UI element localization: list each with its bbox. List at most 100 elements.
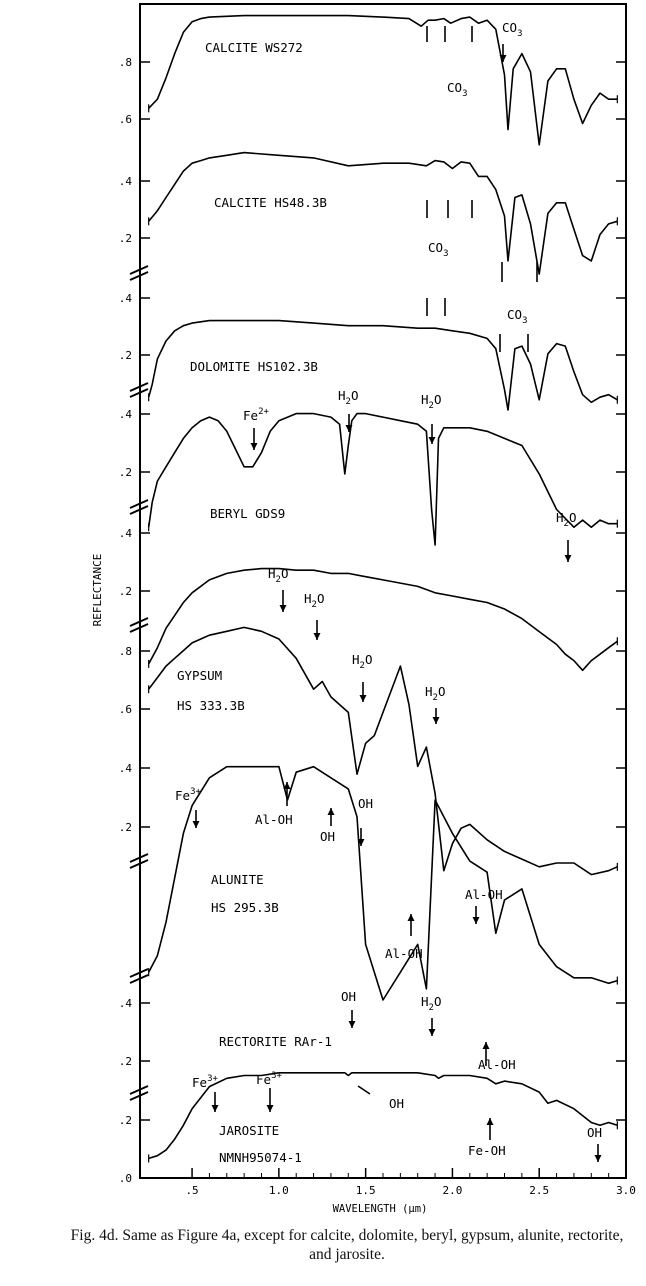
annotation-label: Fe3+: [256, 1071, 282, 1087]
spectra-chart: .6 .8 .2 .4 .2 .4 .2 .4 .2 .4 .2 .4 .6 .8 .2 .4 .0 .2 .5 1…: [91, 3, 636, 1215]
annotation-label: Fe2+: [243, 407, 269, 423]
annotation-arrowhead: [345, 425, 353, 432]
spectrum-line: [147, 567, 618, 672]
annotation-label: Fe3+: [192, 1074, 218, 1090]
spectrum-line: [147, 412, 618, 546]
annotation-arrowhead: [499, 55, 507, 62]
x-tick-label: .5: [185, 1184, 198, 1197]
annotation-label: H2O: [421, 994, 441, 1013]
panel-labels: CALCITE WS272 CALCITE HS48.3B DOLOMITE HS1…: [177, 40, 332, 1165]
annotation-label: H2O: [338, 388, 358, 407]
axis-break: [129, 617, 149, 627]
annotation-label: Al-OH: [465, 887, 503, 902]
annotation-label: Al-OH: [478, 1057, 516, 1072]
spectrum-line: [147, 319, 618, 411]
y-tick-label: .2: [119, 466, 132, 479]
figure-caption: Fig. 4d. Same as Figure 4a, except for c…: [62, 1226, 632, 1264]
axis-break: [129, 968, 149, 978]
annotation-arrowhead: [327, 808, 335, 815]
axis-break: [129, 499, 149, 509]
x-tick-label: 3.0: [616, 1184, 636, 1197]
axis-break: [129, 505, 149, 515]
annotation-label: Fe-OH: [468, 1143, 506, 1158]
y-tick-label: .2: [119, 1055, 132, 1068]
annotation-arrowhead: [594, 1155, 602, 1162]
plot-frame: [139, 3, 627, 1179]
annotation-label: H2O: [268, 566, 288, 585]
annotation-arrowhead: [432, 717, 440, 724]
annotation-arrowhead: [283, 782, 291, 789]
annotation-label: OH: [341, 989, 356, 1004]
annotation-arrowhead: [348, 1021, 356, 1028]
x-tick-label: 2.5: [529, 1184, 549, 1197]
y-axes: .6 .8 .2 .4 .2 .4 .2 .4 .2 .4 .2 .4 .6 .8 .2 .4 .0 .2: [119, 56, 626, 1185]
annotation-arrowhead: [486, 1118, 494, 1125]
caption-label: Fig. 4d.: [70, 1227, 119, 1244]
panel-label: CALCITE WS272: [205, 40, 303, 55]
panel-label: GYPSUM: [177, 668, 222, 683]
spectrum-line: [147, 765, 618, 1001]
y-tick-label: .2: [119, 232, 132, 245]
annotation-label: OH: [320, 829, 335, 844]
x-tick-label: 1.0: [269, 1184, 289, 1197]
panel-label: HS 295.3B: [211, 900, 279, 915]
panel-label: BERYL GDS9: [210, 506, 285, 521]
annotation-arrowhead: [266, 1105, 274, 1112]
x-tick-label: 1.5: [356, 1184, 376, 1197]
axis-break: [129, 859, 149, 869]
caption-text: Same as Figure 4a, except for calcite, d…: [122, 1227, 624, 1263]
y-axis-label: REFLECTANCE: [91, 554, 104, 627]
y-tick-label: .4: [119, 292, 133, 305]
annotation-label: H2O: [352, 652, 372, 671]
panel-label: CALCITE HS48.3B: [214, 195, 327, 210]
annotation-label: CO3: [428, 240, 448, 259]
axis-break: [129, 1085, 149, 1095]
annotation-arrowhead: [313, 633, 321, 640]
annotation-arrowhead: [482, 1042, 490, 1049]
panel-label: HS 333.3B: [177, 698, 245, 713]
axis-break: [129, 974, 149, 984]
panel-label: RECTORITE RAr-1: [219, 1034, 332, 1049]
series-group: [147, 14, 618, 1163]
axis-break: [129, 853, 149, 863]
y-tick-label: .6: [119, 703, 132, 716]
y-tick-label: .2: [119, 1114, 132, 1127]
y-tick-label: .4: [119, 997, 133, 1010]
y-tick-label: .2: [119, 349, 132, 362]
annotation-label: Al-OH: [255, 812, 293, 827]
axis-break: [129, 382, 149, 392]
annotation-arrowhead: [192, 821, 200, 828]
annotation-arrowhead: [564, 555, 572, 562]
annotation-arrowhead: [407, 914, 415, 921]
annotation-arrowhead: [279, 605, 287, 612]
panel-label: ALUNITE: [211, 872, 264, 887]
annotation-arrowhead: [359, 695, 367, 702]
axis-break: [129, 265, 149, 275]
panel-label: JAROSITE: [219, 1123, 279, 1138]
axis-break: [129, 271, 149, 281]
axis-break: [129, 1091, 149, 1101]
axis-break: [129, 623, 149, 633]
y-tick-label: .2: [119, 585, 132, 598]
annotation-label: Al-OH: [385, 946, 423, 961]
annotation-label: H2O: [425, 684, 445, 703]
spectrum-line: [148, 151, 618, 275]
annotation-label: OH: [389, 1096, 404, 1111]
y-tick-label: .2: [119, 821, 132, 834]
y-tick-label: .4: [119, 408, 133, 421]
annotation-arrow: [357, 1085, 371, 1095]
x-axis-label: WAVELENGTH (µm): [333, 1203, 428, 1215]
annotation-label: CO3: [507, 307, 527, 326]
spectrum-line: [148, 14, 618, 146]
annotation-arrowhead: [428, 437, 436, 444]
spectrum-line: [148, 626, 618, 876]
annotation-arrowhead: [211, 1105, 219, 1112]
band-annotations: CO3 CO3 CO3 CO3 H2O H2O Fe2+ H2O H2O H2O H2O H2O Fe3…: [175, 20, 602, 1162]
y-tick-label: .8: [119, 56, 132, 69]
panel-label: NMNH95074-1: [219, 1150, 302, 1165]
y-tick-label: .0: [119, 1172, 132, 1185]
annotation-arrowhead: [472, 917, 480, 924]
y-tick-label: .6: [119, 113, 132, 126]
spectrum-line: [148, 1072, 618, 1160]
annotation-label: CO3: [502, 20, 522, 39]
